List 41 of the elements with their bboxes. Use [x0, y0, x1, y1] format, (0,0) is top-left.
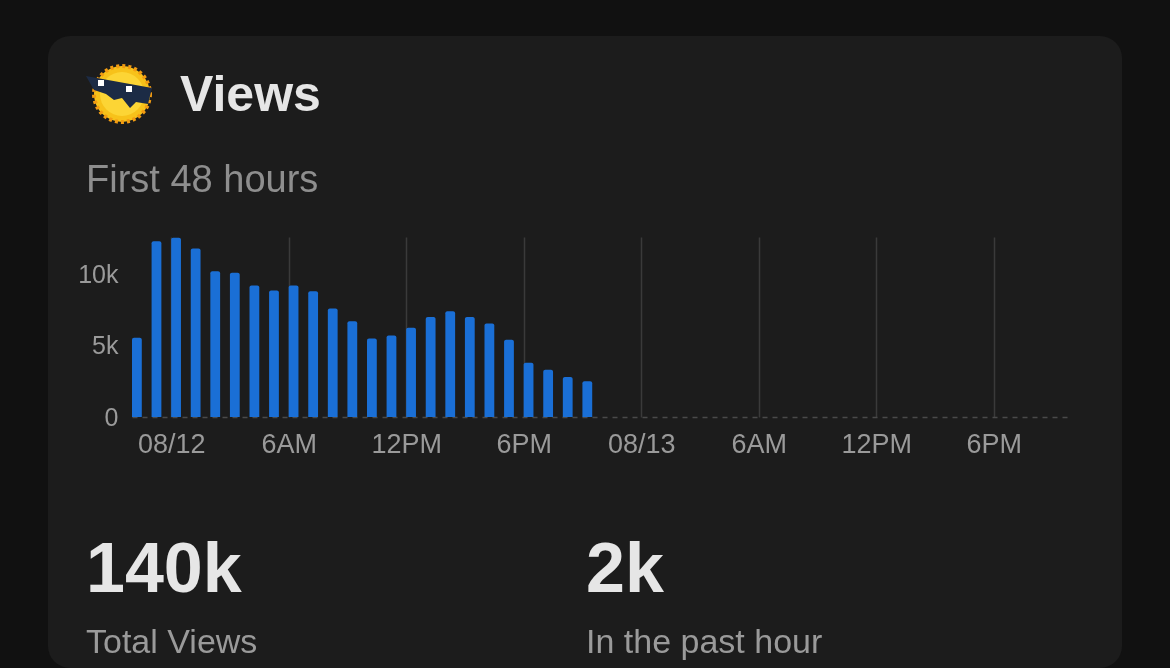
bar	[445, 311, 456, 417]
bar	[464, 317, 475, 417]
text: 2k	[586, 528, 665, 608]
bar	[406, 327, 416, 417]
bar	[523, 362, 534, 417]
y-tick-label: 5k	[92, 331, 119, 360]
x-tick-label: 08/13	[607, 428, 676, 459]
text: In the past hour	[586, 622, 823, 661]
chart-title: Views	[180, 65, 321, 123]
x-tick-label: 08/12	[137, 428, 206, 459]
bar	[504, 339, 514, 417]
y-tick-label: 0	[104, 402, 119, 431]
bar	[425, 317, 436, 417]
bar	[367, 338, 377, 417]
bar	[347, 321, 358, 417]
x-tick-label: 6PM	[496, 428, 552, 459]
bar	[151, 241, 162, 417]
bar	[210, 271, 221, 417]
x-tick-label: 6PM	[966, 428, 1022, 459]
bar	[132, 337, 142, 417]
bar	[562, 377, 573, 417]
x-tick-label: 6AM	[731, 428, 787, 459]
bar	[171, 237, 181, 417]
bar	[269, 290, 279, 417]
x-tick-label: 12PM	[841, 428, 912, 459]
y-tick-label: 10k	[78, 259, 119, 288]
x-tick-label: 6AM	[261, 428, 317, 459]
bar	[327, 308, 338, 417]
text: 140k	[86, 528, 243, 608]
bar	[190, 248, 201, 417]
bar	[288, 285, 299, 417]
x-tick-label: 12PM	[371, 428, 442, 459]
bar	[308, 291, 319, 417]
bar	[386, 335, 397, 417]
bar	[543, 369, 554, 417]
bar	[249, 285, 260, 417]
bar	[484, 323, 495, 417]
bar	[582, 381, 593, 417]
text: Total Views	[86, 622, 258, 661]
bar	[229, 272, 240, 417]
chart-subtitle: First 48 hours	[86, 158, 319, 201]
